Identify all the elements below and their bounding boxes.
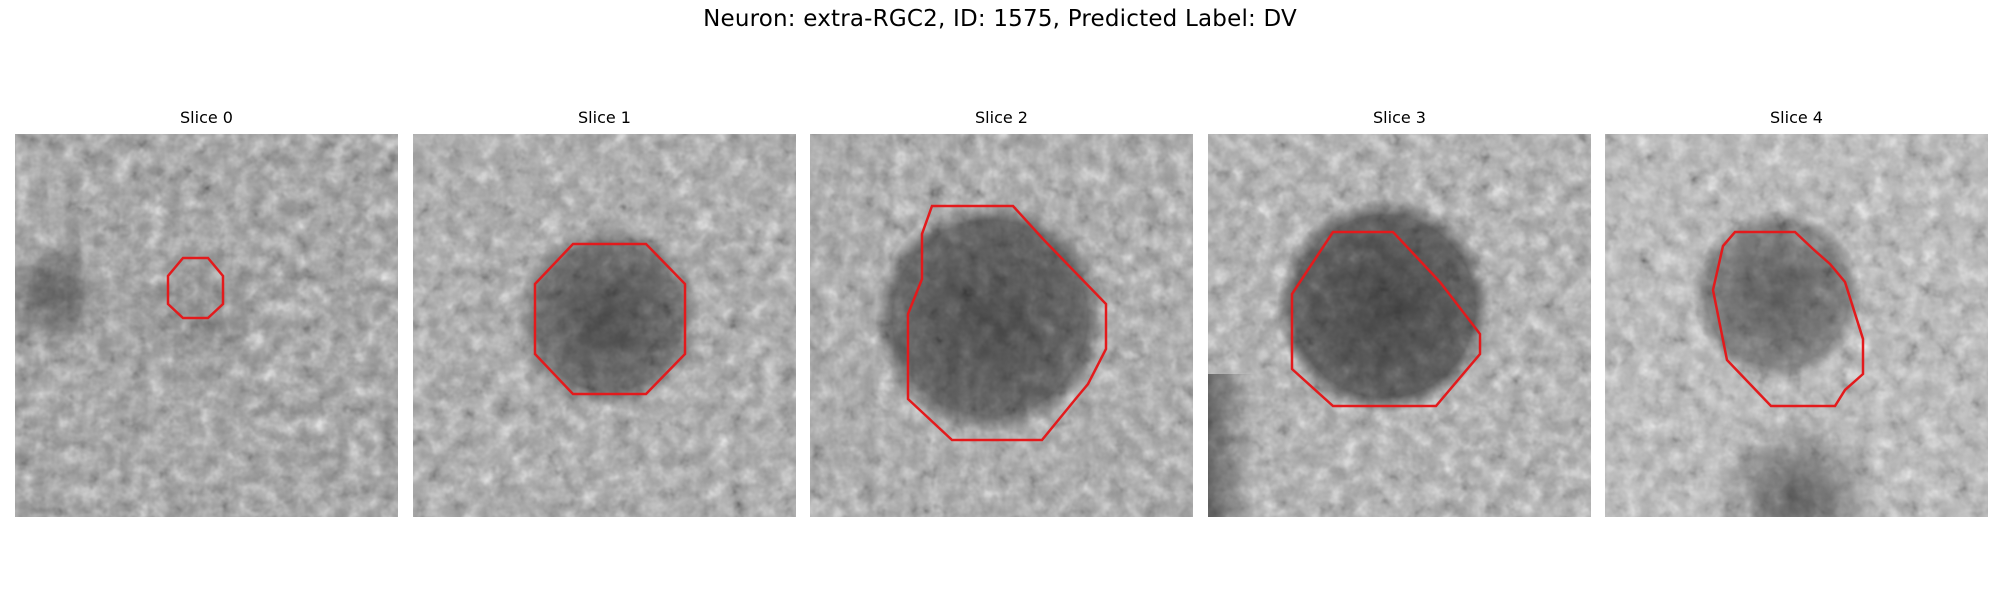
cell-contour (906, 204, 1108, 442)
slice-image (15, 134, 398, 517)
slice-title: Slice 2 (975, 108, 1028, 127)
slice-image (413, 134, 796, 517)
slice-title: Slice 3 (1373, 108, 1426, 127)
cell-contour (533, 242, 687, 396)
slice-image (1208, 134, 1591, 517)
slice-panel-4: Slice 4 (1605, 108, 1988, 520)
cell-contour (1290, 230, 1482, 408)
slice-panel-2: Slice 2 (810, 108, 1193, 520)
slice-panel-3: Slice 3 (1208, 108, 1591, 520)
slice-panel-1: Slice 1 (413, 108, 796, 520)
slice-title: Slice 0 (180, 108, 233, 127)
slice-image (1605, 134, 1988, 517)
cell-contour (166, 256, 225, 320)
slice-title: Slice 4 (1770, 108, 1823, 127)
cell-contour (1711, 230, 1865, 408)
slice-image (810, 134, 1193, 517)
slice-panel-0: Slice 0 (15, 108, 398, 520)
slice-title: Slice 1 (578, 108, 631, 127)
figure-title: Neuron: extra-RGC2, ID: 1575, Predicted … (703, 6, 1297, 32)
